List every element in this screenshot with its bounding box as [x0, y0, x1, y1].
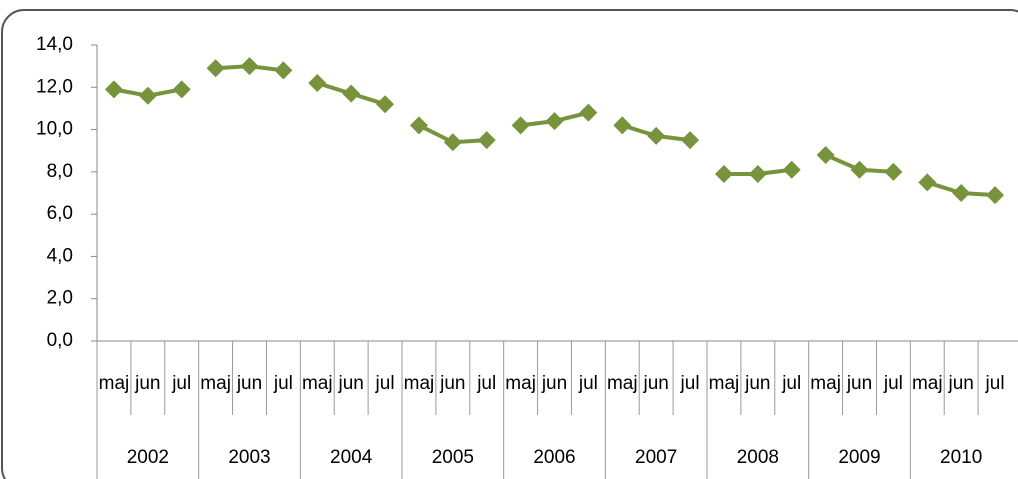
data-point — [274, 61, 293, 80]
y-tick-label: 0,0 — [47, 330, 73, 351]
data-point — [138, 86, 157, 105]
x-tick-label: jul — [273, 373, 293, 394]
data-point — [884, 162, 903, 181]
y-tick-label: 10,0 — [36, 119, 73, 140]
x-tick-label: maj — [505, 373, 536, 394]
x-tick-label: jun — [134, 373, 160, 394]
x-tick-label: jun — [236, 373, 262, 394]
x-group-label: 2005 — [432, 447, 474, 468]
x-tick-label: jul — [476, 373, 496, 394]
x-tick-label: maj — [99, 373, 130, 394]
y-tick-label: 4,0 — [47, 245, 73, 266]
x-tick-label: maj — [302, 373, 333, 394]
data-point — [240, 57, 259, 76]
data-point — [782, 160, 801, 179]
x-tick-label: jun — [541, 373, 567, 394]
x-tick-label: jul — [171, 373, 191, 394]
y-tick-label: 6,0 — [47, 203, 73, 224]
data-point — [206, 59, 225, 78]
x-tick-label: jun — [947, 373, 973, 394]
data-point — [545, 112, 564, 131]
x-group-label: 2008 — [737, 447, 779, 468]
x-tick-label: jun — [744, 373, 770, 394]
y-tick-label: 12,0 — [36, 76, 73, 97]
data-point — [816, 145, 835, 164]
x-tick-label: jul — [578, 373, 598, 394]
x-tick-label: jun — [642, 373, 668, 394]
x-tick-label: jun — [846, 373, 872, 394]
x-group-label: 2007 — [635, 447, 677, 468]
data-point — [681, 131, 700, 150]
data-point — [952, 184, 971, 202]
y-tick-label: 8,0 — [47, 161, 73, 182]
data-point — [409, 116, 428, 135]
data-point — [511, 116, 530, 135]
data-point — [647, 126, 666, 145]
data-point — [850, 160, 869, 179]
data-point — [986, 186, 1005, 205]
x-tick-label: jul — [985, 373, 1005, 394]
x-tick-label: maj — [200, 373, 231, 394]
x-group-label: 2003 — [228, 447, 270, 468]
x-tick-label: jul — [375, 373, 395, 394]
x-tick-label: jul — [781, 373, 801, 394]
data-point — [172, 80, 191, 99]
data-point — [342, 84, 361, 103]
x-group-label: 2010 — [940, 447, 982, 468]
data-point — [308, 74, 327, 93]
x-tick-label: maj — [912, 373, 943, 394]
data-point — [918, 173, 937, 192]
x-tick-label: maj — [607, 373, 638, 394]
x-group-label: 2009 — [838, 447, 880, 468]
x-tick-label: maj — [709, 373, 740, 394]
data-point — [477, 131, 496, 150]
x-group-label: 2006 — [533, 447, 575, 468]
data-point — [579, 103, 598, 122]
x-tick-label: jun — [337, 373, 363, 394]
chart-frame — [1, 9, 1018, 479]
data-point — [748, 164, 767, 183]
x-tick-label: jul — [680, 373, 700, 394]
x-tick-label: maj — [810, 373, 841, 394]
data-point — [613, 116, 632, 135]
x-tick-label: jun — [439, 373, 465, 394]
x-tick-label: jul — [883, 373, 903, 394]
data-point — [376, 95, 395, 114]
data-point — [443, 133, 462, 152]
x-group-label: 2002 — [127, 447, 169, 468]
y-tick-label: 2,0 — [47, 288, 73, 309]
data-point — [714, 164, 733, 183]
y-tick-label: 14,0 — [36, 34, 73, 55]
x-tick-label: maj — [404, 373, 435, 394]
x-group-label: 2004 — [330, 447, 373, 468]
data-point — [104, 80, 123, 99]
